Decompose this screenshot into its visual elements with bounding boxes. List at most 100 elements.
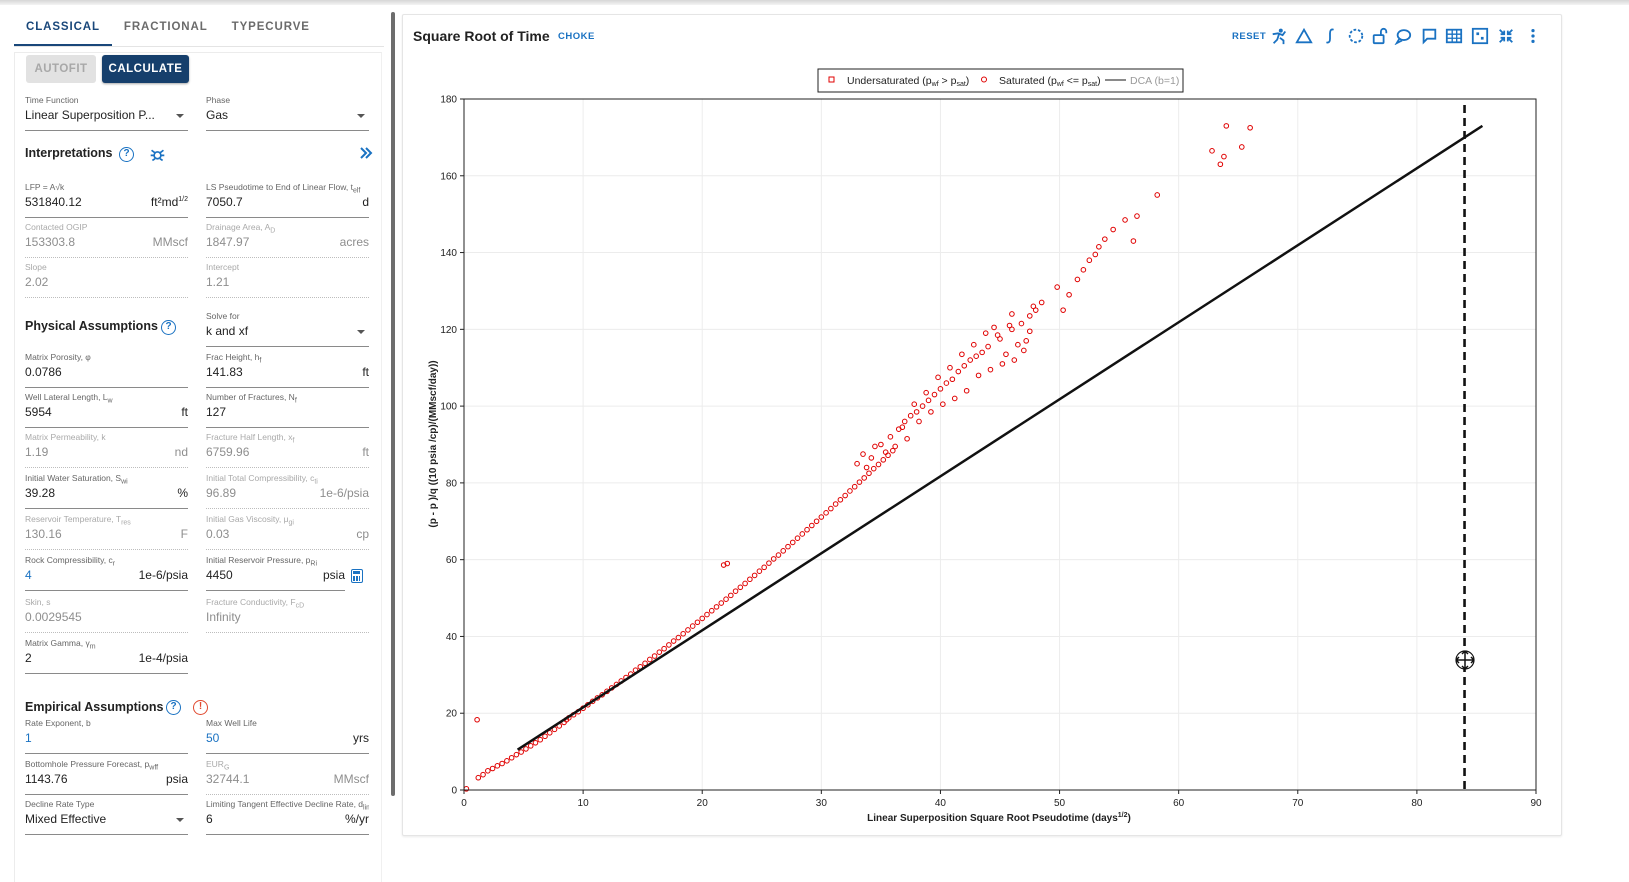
chart-grid [463, 98, 1537, 791]
field-label: Skin, s [25, 597, 51, 607]
field-value: 1143.76 [25, 772, 68, 786]
matrix-porosity-field[interactable]: Matrix Porosity, φ 0.0786 [25, 352, 188, 388]
x-tick-label: 10 [578, 798, 590, 809]
number-of-fractures-field[interactable]: Number of Fractures, Nf 127 [206, 392, 369, 428]
data-point [937, 386, 944, 392]
field-value: 130.16 [25, 527, 62, 541]
data-point [527, 743, 534, 749]
data-points [463, 123, 1253, 792]
eur-field: EURG 32744.1 MMscf [206, 759, 369, 795]
data-point [1054, 284, 1060, 290]
data-point [1102, 236, 1108, 242]
data-point [970, 341, 977, 348]
well-lateral-length-field[interactable]: Well Lateral Length, Lw 5954 ft [25, 392, 188, 428]
calculator-icon[interactable] [351, 569, 363, 583]
chat-icon[interactable] [1420, 27, 1438, 45]
tab-typecurve[interactable]: TYPECURVE [231, 21, 310, 33]
more-vert-icon[interactable] [1524, 27, 1542, 45]
y-tick-label: 180 [440, 95, 457, 106]
data-point [794, 535, 801, 541]
label-text: Drainage Area, A [206, 222, 271, 232]
data-point [982, 330, 989, 336]
x-tick-label: 90 [1530, 798, 1542, 809]
phase-select[interactable]: Phase Gas [206, 95, 369, 131]
field-label: Rate Exponent, b [25, 718, 91, 728]
comment-bubble-icon[interactable] [1394, 27, 1412, 45]
data-point [959, 351, 965, 358]
data-point [713, 604, 720, 610]
data-point [861, 475, 868, 481]
data-point [1038, 299, 1045, 306]
rate-exponent-field[interactable]: Rate Exponent, b 1 [25, 718, 188, 754]
tab-classical[interactable]: CLASSICAL [14, 14, 112, 46]
matrix-gamma-field[interactable]: Matrix Gamma, γm 2 1e-4/psia [25, 638, 188, 674]
chart-subtitle-choke[interactable]: CHOKE [558, 31, 595, 42]
data-point [1026, 328, 1033, 335]
lfp-field[interactable]: LFP = A√k 531840.12 ft²md1/2 [25, 182, 188, 218]
tab-fractional[interactable]: FRACTIONAL [123, 21, 208, 33]
data-point [1092, 251, 1099, 258]
table-icon[interactable] [1445, 27, 1463, 45]
bug-settings-icon[interactable] [149, 146, 166, 163]
max-well-life-field[interactable]: Max Well Life 50 yrs [206, 718, 369, 754]
data-point [1023, 338, 1030, 344]
warning-icon[interactable]: ! [193, 700, 208, 715]
help-icon[interactable]: ? [161, 320, 176, 335]
reset-button[interactable]: RESET [1232, 31, 1267, 42]
data-point [546, 730, 553, 736]
data-point [756, 568, 763, 574]
y-tick-label: 0 [451, 786, 457, 797]
data-point [887, 434, 894, 440]
data-point [949, 376, 956, 383]
parameters-panel [0, 5, 400, 876]
solve-for-select[interactable]: Solve for k and xf [206, 311, 369, 347]
triangle-icon[interactable] [1295, 27, 1313, 45]
time-function-select[interactable]: Time Function Linear Superposition P... [25, 95, 188, 131]
initial-water-saturation-field[interactable]: Initial Water Saturation, Swi 39.28 % [25, 473, 188, 509]
label-text: Bottomhole Pressure Forecast, p [25, 759, 150, 769]
field-value: 2 [25, 651, 32, 665]
physical-assumptions-heading: Physical Assumptions [25, 319, 158, 333]
limiting-tangent-decline-field[interactable]: Limiting Tangent Effective Decline Rate,… [206, 799, 369, 835]
intercept-field: Intercept 1.21 [206, 262, 369, 298]
help-icon[interactable]: ? [166, 700, 181, 715]
x-tick-label: 80 [1411, 798, 1423, 809]
initial-reservoir-pressure-field[interactable]: Initial Reservoir Pressure, pRi 4450 psi… [206, 555, 345, 591]
data-point [851, 483, 858, 490]
data-point [699, 615, 706, 622]
field-value: 39.28 [25, 486, 56, 500]
data-point [901, 418, 908, 425]
double-chevron-right-icon[interactable] [359, 146, 373, 160]
decline-rate-type-select[interactable]: Decline Rate Type Mixed Effective [25, 799, 188, 835]
data-point [878, 441, 884, 448]
data-point [904, 435, 910, 442]
lasso-select-icon[interactable] [1347, 27, 1365, 45]
unlock-icon[interactable] [1371, 27, 1389, 45]
x-tick-label: 30 [816, 798, 828, 809]
label-text: Fracture Conductivity, F [206, 597, 296, 607]
data-point [1066, 291, 1072, 298]
collapse-icon[interactable] [1497, 27, 1515, 45]
autofit-button[interactable]: AUTOFIT [26, 55, 96, 83]
panel-splitter[interactable] [391, 12, 395, 796]
label-text: Reservoir Temperature, T [25, 514, 122, 524]
label-text: Initial Water Saturation, S [25, 473, 122, 483]
calculate-button[interactable]: CALCULATE [102, 55, 189, 83]
data-point [1009, 311, 1015, 317]
window-top-edge [0, 0, 1629, 5]
help-icon[interactable]: ? [119, 147, 134, 162]
data-point [656, 649, 663, 655]
frac-height-field[interactable]: Frac Height, hf 141.83 ft [206, 352, 369, 388]
rock-compressibility-field[interactable]: Rock Compressibility, cr 4 1e-6/psia [25, 555, 188, 591]
data-point [943, 380, 950, 386]
data-point [532, 739, 539, 746]
field-label: Max Well Life [206, 718, 257, 728]
ls-pseudotime-field[interactable]: LS Pseudotime to End of Linear Flow, tel… [206, 182, 369, 218]
data-point [1217, 161, 1224, 168]
fit-person-icon[interactable] [1270, 27, 1288, 45]
integral-icon[interactable] [1321, 27, 1339, 45]
bottomhole-pressure-forecast-field[interactable]: Bottomhole Pressure Forecast, pwff 1143.… [25, 759, 188, 795]
grid-select-icon[interactable] [1471, 27, 1489, 45]
field-label: Matrix Gamma, γm [25, 638, 96, 651]
